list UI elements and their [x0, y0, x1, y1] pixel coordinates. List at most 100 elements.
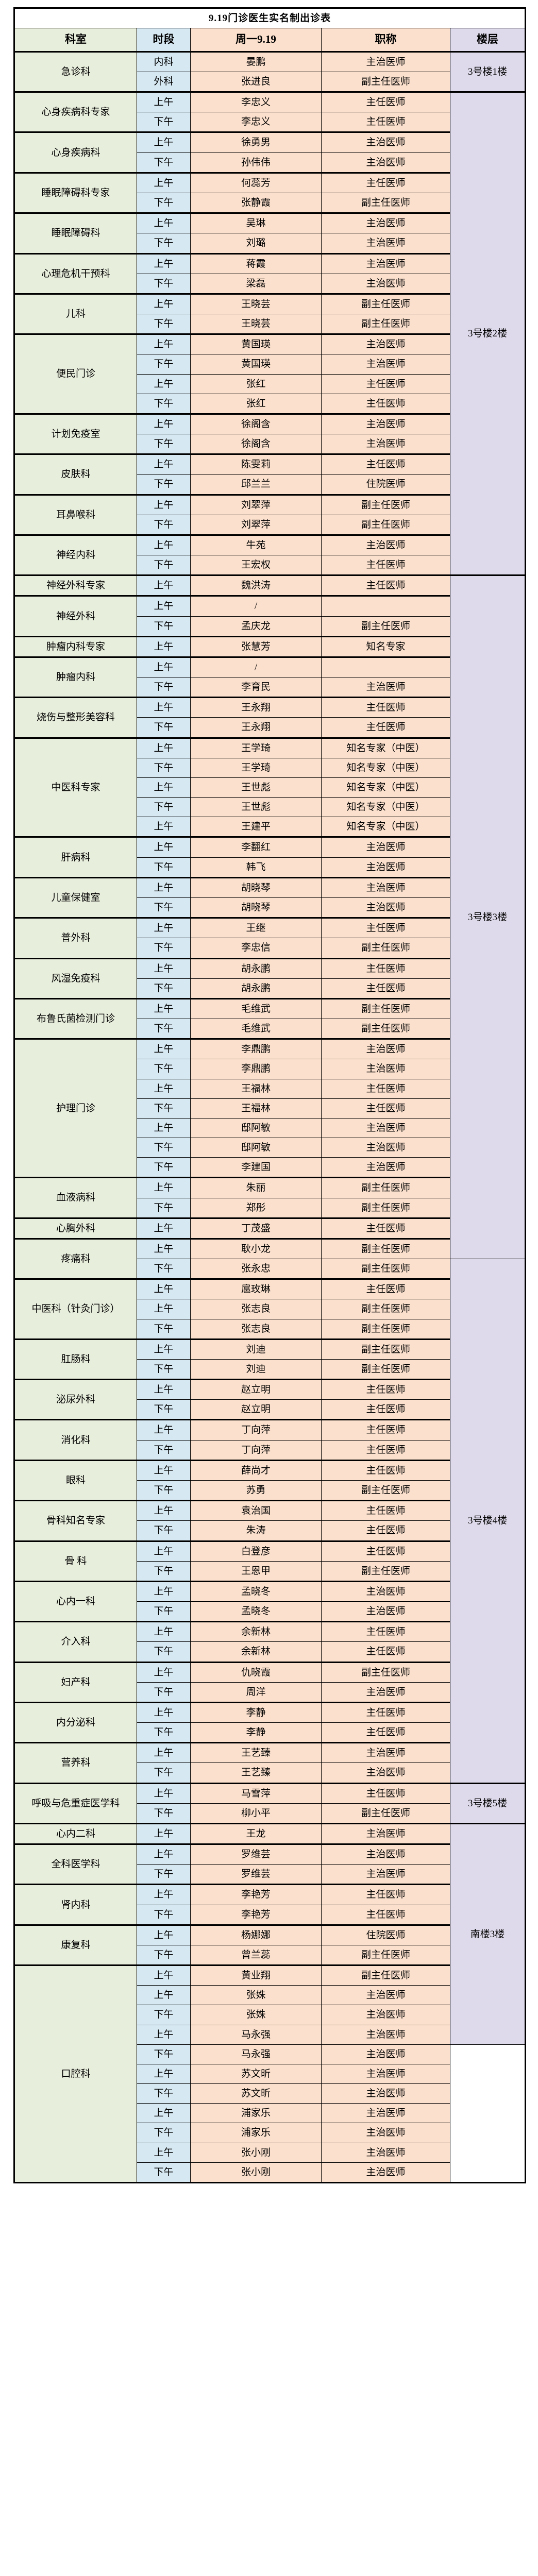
doctor-title-cell: 副主任医师 [321, 314, 450, 335]
doctor-title-cell: 主任医师 [321, 1078, 450, 1099]
department-cell: 烧伤与整形美容科 [14, 697, 137, 738]
doctor-title-cell: 主治医师 [321, 2005, 450, 2025]
doctor-name-cell: 蒋霞 [190, 252, 322, 274]
outpatient-schedule-table: 9.19门诊医生实名制出诊表 科室 时段 周一9.19 职称 楼层 急诊科 内科晏… [13, 7, 527, 2183]
table-row: 心内二科 上午 王龙 主治医师 南楼3楼 [14, 1822, 526, 2045]
doctor-name-cell: 王晓芸 [190, 293, 322, 315]
table-row: 下午 丁向萍 主任医师 [14, 1439, 526, 1461]
time-slot-cell: 上午 [137, 1621, 191, 1642]
time-slot-cell: 下午 [137, 897, 191, 919]
department-cell: 心内二科 [14, 1822, 137, 1845]
time-slot-cell: 下午 [137, 757, 191, 778]
doctor-name-cell: 吴琳 [190, 212, 322, 234]
time-slot-cell: 上午 [137, 534, 191, 556]
doctor-name-cell: 陈雯莉 [190, 453, 322, 475]
table-row: 上午 王建平 知名专家（中医） [14, 817, 526, 838]
doctor-title-cell: 副主任医师 [321, 1177, 450, 1198]
column-header-slot: 时段 [137, 28, 191, 53]
doctor-title-cell: 主治医师 [321, 1580, 450, 1602]
doctor-title-cell: 主任医师 [321, 1884, 450, 1905]
doctor-name-cell: 马永强 [190, 2044, 322, 2064]
doctor-name-cell: 孟晓冬 [190, 1601, 322, 1622]
table-row: 下午 李忠义 主任医师 [14, 112, 526, 133]
doctor-name-cell: 王恩甲 [190, 1561, 322, 1582]
time-slot-cell: 上午 [137, 1782, 191, 1804]
doctor-name-cell: 薛尚才 [190, 1459, 322, 1481]
doctor-name-cell: 苏勇 [190, 1480, 322, 1501]
department-cell: 肾内科 [14, 1884, 137, 1925]
doctor-title-cell: 主治医师 [321, 534, 450, 556]
time-slot-cell: 下午 [137, 1762, 191, 1784]
department-cell: 神经外科专家 [14, 574, 137, 597]
table-row: 皮肤科 上午 陈雯莉 主任医师 [14, 453, 526, 495]
time-slot-cell: 下午 [137, 354, 191, 375]
doctor-name-cell: 柳小平 [190, 1803, 322, 1824]
table-row: 全科医学科 上午 罗维芸 主治医师 [14, 1843, 526, 1885]
department-cell: 疼痛科 [14, 1238, 137, 1280]
time-slot-cell: 上午 [137, 413, 191, 435]
table-row: 下午 李忠信 副主任医师 [14, 938, 526, 959]
time-slot-cell: 上午 [137, 1985, 191, 2006]
table-row: 神经外科专家 上午 魏洪涛 主任医师 3号楼3楼 [14, 574, 526, 1260]
table-row: 上午 张红 主任医师 [14, 374, 526, 394]
table-row: 睡眠障碍科 上午 吴琳 主治医师 [14, 212, 526, 254]
doctor-name-cell: 孟晓冬 [190, 1580, 322, 1602]
table-row: 下午 李育民 主治医师 [14, 677, 526, 698]
table-row: 下午 孙伟伟 主治医师 [14, 152, 526, 173]
doctor-name-cell: 郑彤 [190, 1197, 322, 1218]
doctor-name-cell: 张小刚 [190, 2162, 322, 2183]
doctor-name-cell: 罗维芸 [190, 1864, 322, 1885]
doctor-name-cell: 张姝 [190, 1985, 322, 2006]
doctor-name-cell: 刘翠萍 [190, 514, 322, 535]
department-cell: 肝病科 [14, 836, 137, 878]
table-row: 心理危机干预科 上午 蒋霞 主治医师 [14, 252, 526, 294]
doctor-title-cell: 主任医师 [321, 1641, 450, 1663]
doctor-name-cell: 张永忠 [190, 1259, 322, 1280]
doctor-title-cell: 主任医师 [321, 1782, 450, 1804]
department-cell: 肿瘤内科 [14, 656, 137, 698]
doctor-name-cell: 张小刚 [190, 2142, 322, 2163]
table-row: 下午 李鼎鹏 主治医师 [14, 1059, 526, 1079]
doctor-name-cell: 李艳芳 [190, 1904, 322, 1925]
doctor-name-cell: 孙伟伟 [190, 152, 322, 173]
doctor-title-cell: 主治医师 [321, 2044, 450, 2064]
table-row: 护理门诊 上午 李鼎鹏 主治医师 [14, 1038, 526, 1178]
time-slot-cell: 上午 [137, 1924, 191, 1945]
doctor-title-cell: 副主任医师 [321, 1259, 450, 1280]
doctor-title-cell: 副主任医师 [321, 1561, 450, 1582]
department-cell: 计划免疫室 [14, 413, 137, 455]
department-cell: 普外科 [14, 917, 137, 959]
time-slot-cell: 下午 [137, 1864, 191, 1885]
table-row: 心身疾病科专家 上午 李忠义 主任医师 3号楼2楼 [14, 91, 526, 576]
schedule-sheet: 9.19门诊医生实名制出诊表 科室 时段 周一9.19 职称 楼层 急诊科 内科晏… [13, 7, 527, 2183]
time-slot-cell: 上午 [137, 1278, 191, 1300]
time-slot-cell: 下午 [137, 1944, 191, 1966]
table-row: 肝病科 上午 李翻红 主治医师 [14, 836, 526, 878]
department-cell: 全科医学科 [14, 1843, 137, 1885]
department-cell: 肿瘤内科专家 [14, 635, 137, 657]
doctor-title-cell: 主治医师 [321, 413, 450, 435]
doctor-title-cell: 主任医师 [321, 1459, 450, 1481]
time-slot-cell: 下午 [137, 112, 191, 133]
time-slot-cell: 下午 [137, 1722, 191, 1743]
department-cell: 骨 科 [14, 1540, 137, 1582]
time-slot-cell: 内科 [137, 50, 191, 72]
doctor-name-cell: 余新林 [190, 1621, 322, 1642]
table-row: 下午 刘迪 副主任医师 [14, 1359, 526, 1380]
table-row: 肿瘤内科专家 上午 张慧芳 知名专家 [14, 635, 526, 657]
time-slot-cell: 下午 [137, 1399, 191, 1420]
doctor-name-cell: 曾兰蕊 [190, 1944, 322, 1966]
doctor-title-cell: 主任医师 [321, 697, 450, 718]
time-slot-cell: 外科 [137, 71, 191, 93]
time-slot-cell: 上午 [137, 595, 191, 617]
department-cell: 中医科专家 [14, 737, 137, 838]
doctor-name-cell: 黄业翔 [190, 1964, 322, 1986]
doctor-name-cell: 王学琦 [190, 757, 322, 778]
doctor-title-cell: 主治医师 [321, 273, 450, 294]
time-slot-cell: 上午 [137, 333, 191, 355]
doctor-title-cell: 主任医师 [321, 1379, 450, 1400]
time-slot-cell: 上午 [137, 1038, 191, 1060]
table-row: 眼科 上午 薛尚才 主任医师 [14, 1459, 526, 1501]
title-row: 9.19门诊医生实名制出诊表 [13, 7, 526, 29]
table-row: 下午 张志良 副主任医师 [14, 1318, 526, 1340]
